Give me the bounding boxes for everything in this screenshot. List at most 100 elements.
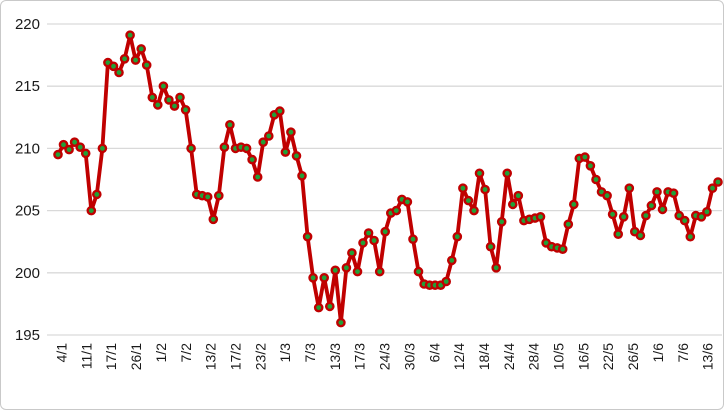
data-point-marker (175, 92, 185, 103)
data-point-marker (80, 148, 91, 159)
data-point-marker (369, 235, 379, 246)
data-point-marker (474, 168, 485, 179)
data-point-marker (446, 255, 457, 266)
y-axis-tick-label: 220 (15, 16, 40, 33)
data-point-marker (635, 230, 646, 241)
data-point-marker (408, 234, 418, 244)
data-point-marker (413, 266, 424, 277)
data-point-marker (507, 199, 518, 210)
y-axis-tick-labels: 220 215 210 205 200 195 (15, 16, 40, 344)
data-point-marker (119, 54, 130, 64)
data-point-marker (685, 231, 696, 242)
x-axis-tick-label: 28/4 (526, 343, 542, 370)
x-axis-tick-label: 6/4 (426, 343, 442, 363)
data-point-marker (247, 154, 257, 165)
data-point-marker (130, 55, 141, 65)
y-axis-tick-label: 210 (15, 140, 40, 157)
data-point-marker (141, 60, 152, 70)
data-point-marker (452, 231, 463, 242)
x-axis-tick-label: 30/3 (401, 343, 417, 370)
data-point-marker (208, 214, 219, 225)
x-axis-tick-labels: 4/1 11/1 17/1 26/1 1/2 7/2 13/2 17/2 23/2 1/3 7/3 1… (54, 343, 716, 370)
x-axis-tick-label: 13/2 (203, 343, 219, 370)
x-axis-tick-label: 23/2 (252, 343, 268, 370)
data-point-marker (58, 139, 69, 150)
x-axis-tick-label: 18/4 (476, 343, 492, 370)
data-point-marker (563, 219, 574, 230)
data-point-marker (557, 244, 568, 254)
data-point-marker (341, 262, 352, 273)
x-axis-tick-label: 7/2 (178, 343, 194, 363)
data-point-marker (491, 262, 502, 273)
x-axis-tick-label: 7/3 (302, 343, 318, 363)
x-axis-tick-label: 17/3 (352, 343, 368, 370)
data-point-marker (569, 199, 579, 210)
data-point-marker (169, 101, 180, 111)
data-point-marker (180, 105, 191, 115)
x-axis-tick-label: 24/3 (377, 343, 393, 370)
data-point-marker (108, 61, 119, 72)
data-point-marker (480, 184, 490, 195)
data-point-marker (164, 95, 174, 105)
data-point-marker (646, 200, 657, 211)
data-point-markers (53, 30, 723, 328)
data-point-marker (469, 205, 479, 216)
data-point-marker (707, 183, 718, 193)
x-axis-tick-label: 16/5 (575, 343, 591, 370)
data-point-marker (69, 137, 80, 147)
data-point-marker (624, 183, 635, 193)
data-point-marker (458, 183, 468, 193)
data-point-marker (652, 187, 662, 197)
y-axis-tick-label: 215 (15, 78, 40, 95)
data-point-marker (674, 210, 685, 221)
data-point-marker (496, 216, 507, 227)
data-point-marker (696, 211, 707, 222)
x-axis-tick-label: 17/2 (227, 343, 243, 370)
data-point-marker (380, 226, 391, 237)
data-point-marker (391, 205, 402, 216)
x-axis-tick-label: 11/1 (78, 343, 94, 369)
data-point-marker (374, 266, 385, 277)
data-point-marker (97, 143, 108, 154)
data-point-marker (136, 44, 146, 54)
data-point-marker (358, 238, 368, 248)
data-point-marker (158, 81, 169, 91)
data-point-marker (336, 317, 346, 328)
data-point-marker (147, 92, 158, 103)
data-point-marker (75, 142, 85, 152)
data-point-marker (330, 265, 341, 276)
data-point-marker (263, 131, 274, 141)
data-point-marker (225, 120, 235, 130)
data-point-marker (302, 231, 313, 242)
data-point-marker (535, 211, 546, 222)
data-point-marker (186, 143, 196, 154)
data-point-marker (618, 211, 629, 222)
data-point-marker (92, 189, 102, 200)
data-point-marker (53, 149, 63, 160)
data-point-marker (657, 204, 668, 215)
y-axis-tick-label: 200 (15, 265, 40, 282)
data-point-marker (513, 190, 524, 201)
data-point-marker (152, 100, 163, 110)
data-point-marker (219, 142, 230, 152)
data-point-marker (679, 215, 690, 226)
data-point-marker (274, 106, 285, 116)
data-point-marker (502, 168, 513, 179)
x-axis-tick-label: 17/1 (103, 343, 119, 370)
data-point-marker (324, 301, 335, 312)
y-axis-tick-label: 195 (15, 327, 40, 344)
data-point-marker (602, 190, 612, 201)
data-point-marker (363, 228, 374, 238)
data-point-marker (441, 276, 452, 287)
data-point-marker (252, 172, 263, 182)
data-point-marker (213, 190, 224, 201)
x-axis-tick-label: 10/5 (551, 343, 567, 370)
data-point-marker (585, 160, 596, 171)
x-axis-tick-label: 26/5 (625, 343, 641, 370)
data-point-marker (202, 192, 213, 202)
data-series-line (56, 33, 720, 325)
data-point-marker (402, 197, 413, 207)
y-axis-tick-label: 205 (15, 203, 40, 220)
